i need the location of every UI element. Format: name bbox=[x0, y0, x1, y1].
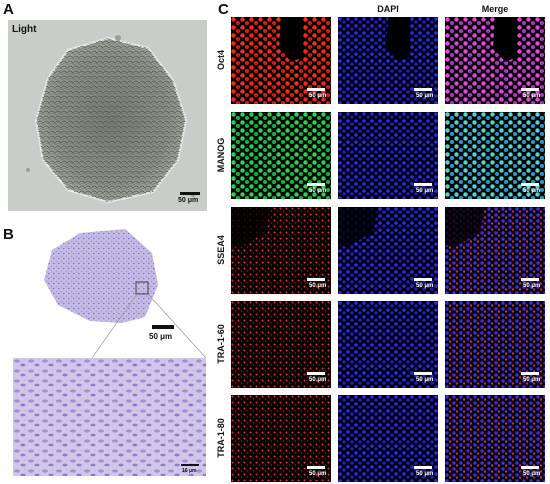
scale-label: 50 μm bbox=[309, 377, 327, 383]
panel-b-letter: B bbox=[3, 226, 14, 243]
micrograph-tra-1-60-merge: 50 μm bbox=[445, 301, 545, 388]
scale-bar-b bbox=[152, 325, 174, 329]
scale-bar bbox=[307, 183, 325, 186]
scale-label: 50 μm bbox=[309, 93, 327, 99]
scale-label-b: 50 μm bbox=[149, 332, 173, 341]
micrograph-manog-merge: 50 μm bbox=[445, 112, 545, 199]
scale-label: 50 μm bbox=[523, 471, 541, 477]
light-label: Light bbox=[12, 24, 37, 35]
scale-bar bbox=[414, 88, 432, 91]
micrograph-tra-1-80-dapi: 50 μm bbox=[338, 395, 438, 482]
scale-label: 50 μm bbox=[523, 188, 541, 194]
micrograph-tra-1-60-dapi: 50 μm bbox=[338, 301, 438, 388]
row-label-manog: MANOG bbox=[216, 137, 226, 172]
micrograph-oct4-dapi: 50 μm bbox=[338, 17, 438, 104]
scale-label-inset: 10 μm bbox=[182, 468, 197, 474]
row-label-oct4: Oct4 bbox=[216, 49, 226, 70]
row-label-ssea4: SSEA4 bbox=[216, 234, 226, 265]
micrograph-oct4-marker: 50 μm bbox=[231, 17, 331, 104]
scale-label: 50 μm bbox=[416, 377, 434, 383]
scale-label: 50 μm bbox=[309, 188, 327, 194]
micrograph-tra-1-60-marker: 50 μm bbox=[231, 301, 331, 388]
scale-label: 50 μm bbox=[416, 471, 434, 477]
scale-bar bbox=[521, 466, 539, 469]
micrograph-oct4-merge: 50 μm bbox=[445, 17, 545, 104]
row-label-tra-1-80: TRA-1-80 bbox=[216, 417, 226, 458]
scale-bar bbox=[414, 183, 432, 186]
column-header-merge: Merge bbox=[481, 4, 509, 14]
row-label-tra-1-60: TRA-1-60 bbox=[216, 323, 226, 364]
micrograph-tra-1-80-marker: 50 μm bbox=[231, 395, 331, 482]
micrograph-tra-1-80-merge: 50 μm bbox=[445, 395, 545, 482]
scale-label: 50 μm bbox=[309, 471, 327, 477]
scale-bar bbox=[521, 372, 539, 375]
micrograph-ssea4-dapi: 50 μm bbox=[338, 207, 438, 294]
scale-bar bbox=[521, 88, 539, 91]
scale-bar bbox=[307, 466, 325, 469]
scale-label: 50 μm bbox=[309, 283, 327, 289]
scale-label: 50 μm bbox=[523, 283, 541, 289]
inset-micrograph: 10 μm bbox=[13, 358, 206, 476]
scale-bar bbox=[307, 372, 325, 375]
scale-bar-a bbox=[180, 192, 200, 195]
panel-c-letter: C bbox=[218, 1, 229, 18]
scale-bar bbox=[307, 88, 325, 91]
scale-label: 50 μm bbox=[416, 188, 434, 194]
micrograph-ssea4-marker: 50 μm bbox=[231, 207, 331, 294]
panel-a-letter: A bbox=[3, 1, 14, 18]
scale-bar bbox=[414, 466, 432, 469]
colony-image bbox=[8, 20, 207, 211]
scale-label: 50 μm bbox=[523, 377, 541, 383]
micrograph-ssea4-merge: 50 μm bbox=[445, 207, 545, 294]
stained-colony bbox=[30, 225, 180, 345]
scale-bar bbox=[414, 372, 432, 375]
column-header-dapi: DAPI bbox=[377, 4, 399, 14]
light-micrograph: Light 50 μm bbox=[8, 20, 207, 211]
scale-bar bbox=[307, 278, 325, 281]
scale-bar bbox=[521, 278, 539, 281]
micrograph-manog-marker: 50 μm bbox=[231, 112, 331, 199]
scale-label-a: 50 μm bbox=[178, 197, 199, 204]
scale-label: 50 μm bbox=[523, 93, 541, 99]
scale-label: 50 μm bbox=[416, 283, 434, 289]
scale-bar-inset bbox=[181, 464, 199, 466]
scale-bar bbox=[521, 183, 539, 186]
scale-label: 50 μm bbox=[416, 93, 434, 99]
scale-bar bbox=[414, 278, 432, 281]
micrograph-manog-dapi: 50 μm bbox=[338, 112, 438, 199]
